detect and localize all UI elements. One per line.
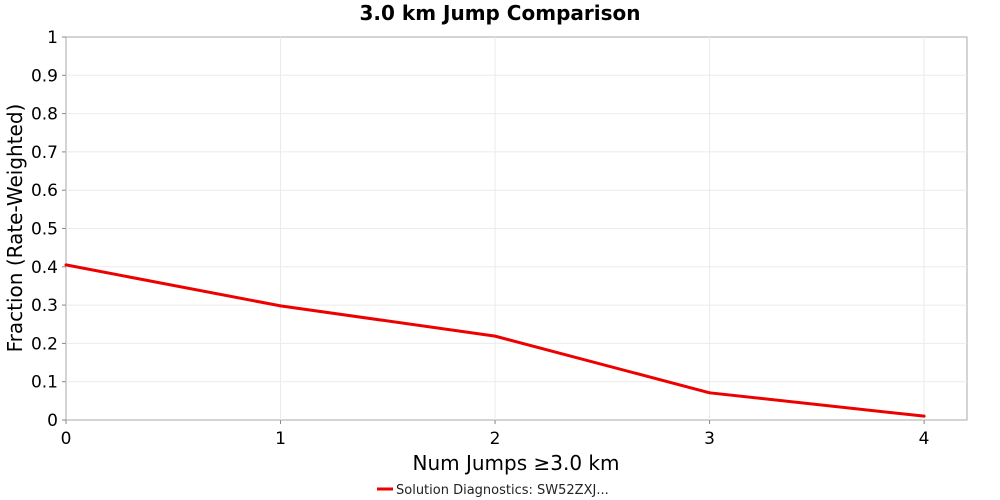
y-tick-label: 1 — [47, 28, 58, 48]
y-tick-label: 0.9 — [31, 66, 58, 86]
y-axis-label: Fraction (Rate-Weighted) — [3, 104, 27, 353]
x-axis-ticks: 0 1 2 3 4 — [61, 420, 930, 449]
y-tick-label: 0.3 — [31, 296, 58, 316]
data-point — [922, 414, 926, 418]
y-tick-label: 0.7 — [31, 143, 58, 163]
y-tick-label: 0.4 — [31, 258, 58, 278]
data-point — [493, 334, 497, 338]
grid-lines — [66, 37, 967, 420]
y-tick-label: 0.2 — [31, 334, 58, 354]
data-point — [64, 263, 68, 267]
data-point — [708, 391, 712, 395]
x-tick-label: 1 — [275, 429, 286, 449]
legend-label: Solution Diagnostics: SW52ZXJ... — [396, 483, 609, 498]
x-axis-label: Num Jumps ≥3.0 km — [413, 451, 620, 475]
y-tick-label: 0.6 — [31, 181, 58, 201]
x-tick-label: 2 — [490, 429, 501, 449]
y-tick-label: 0.8 — [31, 105, 58, 125]
y-tick-label: 0 — [47, 411, 58, 431]
data-point — [279, 304, 283, 308]
legend: Solution Diagnostics: SW52ZXJ... — [377, 483, 609, 498]
y-tick-label: 0.5 — [31, 220, 58, 240]
series-group — [64, 263, 926, 418]
y-tick-label: 0.1 — [31, 373, 58, 393]
chart-title: 3.0 km Jump Comparison — [360, 1, 641, 25]
y-axis-ticks: 0 0.1 0.2 0.3 0.4 0.5 0.6 0.7 0.8 0.9 1 — [31, 28, 66, 431]
x-tick-label: 4 — [919, 429, 930, 449]
x-tick-label: 3 — [704, 429, 715, 449]
x-tick-label: 0 — [61, 429, 72, 449]
